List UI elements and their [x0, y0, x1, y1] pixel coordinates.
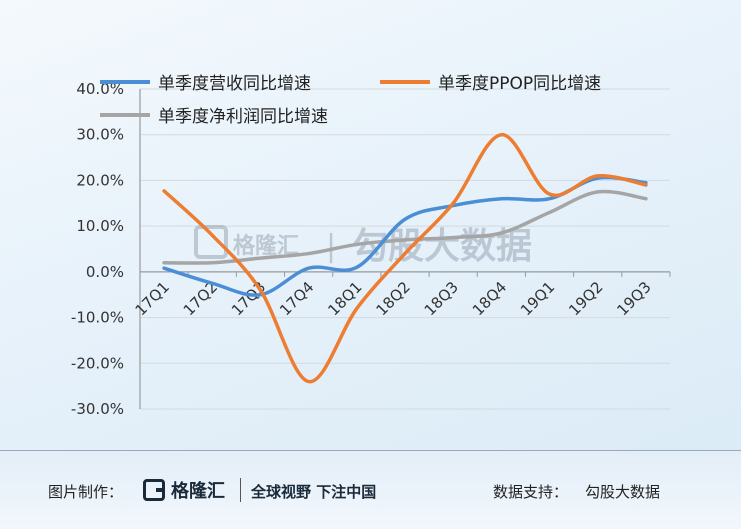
series-group	[162, 132, 648, 384]
x-tick-label: 18Q4	[469, 278, 510, 319]
y-tick-label: -20.0%	[71, 354, 124, 372]
y-tick-label: 0.0%	[86, 263, 124, 281]
watermark-divider: |	[326, 229, 336, 264]
y-tick-label: -10.0%	[71, 309, 124, 327]
line-chart: 格隆汇 | 勾股大数据 40.0%30.0%20.0%10.0%0.0%-10.…	[71, 74, 671, 418]
x-tick-label: 18Q3	[421, 278, 462, 319]
legend-label: 单季度营收同比增速	[158, 74, 311, 94]
legend-label: 单季度净利润同比增速	[158, 107, 328, 127]
logo-text: 格隆汇	[171, 481, 225, 502]
support-value: 勾股大数据	[585, 483, 661, 501]
y-tick-label: 10.0%	[76, 217, 124, 235]
watermark-logo-icon	[194, 225, 228, 259]
legend-label: 单季度PPOP同比增速	[438, 74, 601, 94]
series-line	[162, 132, 648, 384]
x-tick-label: 17Q1	[132, 278, 173, 319]
footer: 图片制作： 格隆汇 全球视野 下注中国 数据支持： 勾股大数据	[0, 451, 741, 529]
x-tick-label: 18Q1	[324, 278, 365, 319]
x-tick-label: 19Q3	[613, 278, 654, 319]
y-tick-label: -30.0%	[71, 400, 124, 418]
support-label: 数据支持：	[493, 483, 569, 501]
footer-logo: 格隆汇	[143, 477, 225, 503]
slogan: 全球视野 下注中国	[251, 483, 377, 501]
logo-icon	[143, 479, 165, 501]
y-tick-label: 20.0%	[76, 171, 124, 189]
x-tick-label: 17Q3	[228, 278, 269, 319]
footer-separator	[240, 478, 241, 502]
x-tick-label: 19Q2	[565, 278, 606, 319]
y-tick-label: 40.0%	[76, 80, 124, 98]
series-line	[162, 189, 648, 265]
credit-label: 图片制作：	[48, 483, 124, 501]
chart-area: 格隆汇 | 勾股大数据 40.0% 30.0% 20.0% 10.0% 0.0% -10.…	[71, 74, 671, 418]
x-tick-label: 19Q1	[517, 278, 558, 319]
y-tick-label: 30.0%	[76, 126, 124, 144]
footer-divider	[0, 450, 741, 451]
